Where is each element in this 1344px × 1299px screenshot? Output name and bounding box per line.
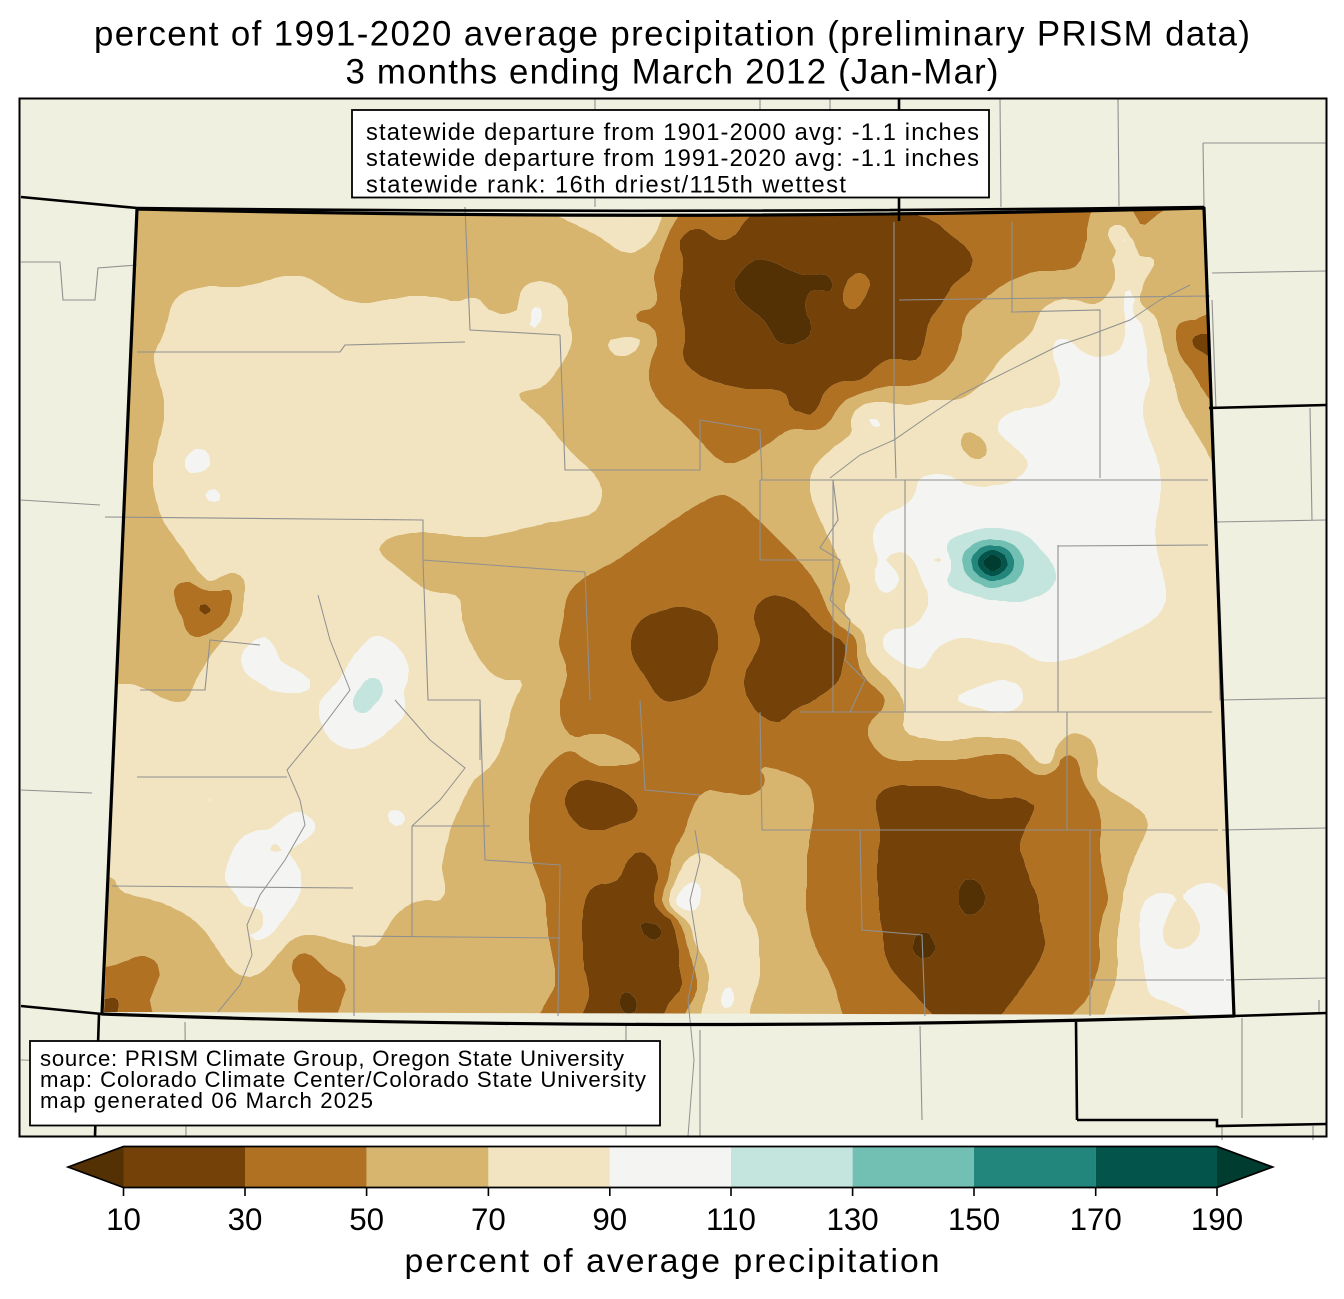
svg-text:50: 50 bbox=[349, 1202, 384, 1237]
svg-text:90: 90 bbox=[592, 1202, 627, 1237]
svg-text:map generated 06 March 2025: map generated 06 March 2025 bbox=[40, 1088, 373, 1113]
svg-text:statewide departure from 1901-: statewide departure from 1901-2000 avg: … bbox=[366, 120, 979, 146]
svg-text:190: 190 bbox=[1191, 1202, 1243, 1237]
svg-text:30: 30 bbox=[228, 1202, 263, 1237]
svg-text:110: 110 bbox=[706, 1202, 756, 1237]
svg-text:percent of 1991-2020 average p: percent of 1991-2020 average precipitati… bbox=[94, 14, 1250, 53]
svg-text:source: PRISM Climate Group, O: source: PRISM Climate Group, Oregon Stat… bbox=[40, 1046, 625, 1071]
svg-text:3 months ending March 2012 (Ja: 3 months ending March 2012 (Jan-Mar) bbox=[346, 53, 999, 92]
svg-text:70: 70 bbox=[471, 1202, 506, 1237]
svg-text:percent of average precipitati: percent of average precipitation bbox=[405, 1242, 940, 1280]
svg-text:map: Colorado Climate Center/C: map: Colorado Climate Center/Colorado St… bbox=[40, 1067, 647, 1092]
svg-text:statewide departure from 1991-: statewide departure from 1991-2020 avg: … bbox=[366, 146, 979, 172]
svg-text:170: 170 bbox=[1070, 1202, 1122, 1237]
svg-text:150: 150 bbox=[948, 1202, 1000, 1237]
svg-text:10: 10 bbox=[106, 1202, 141, 1237]
svg-text:130: 130 bbox=[826, 1202, 878, 1237]
svg-text:statewide rank: 16th driest/11: statewide rank: 16th driest/115th wettes… bbox=[366, 173, 846, 199]
